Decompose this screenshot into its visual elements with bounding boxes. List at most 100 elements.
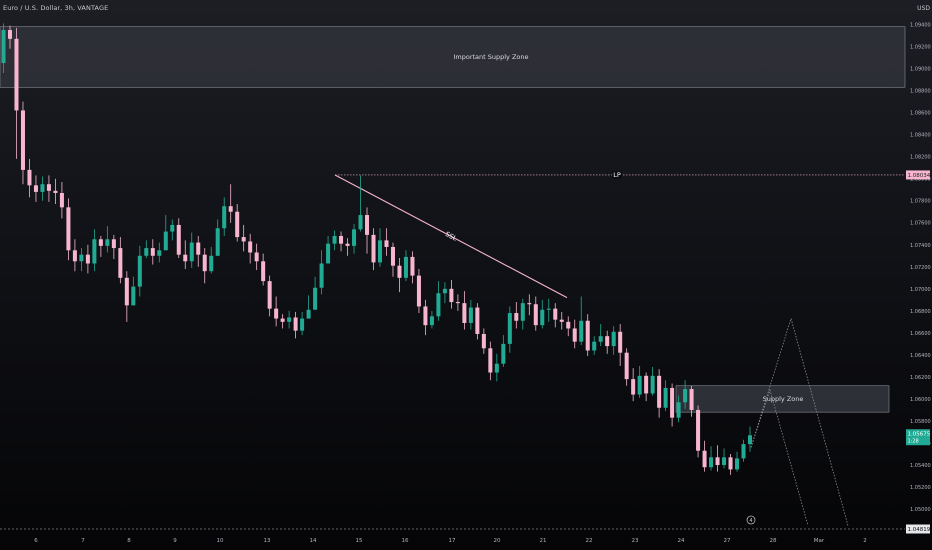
candle-body[interactable] (189, 242, 194, 262)
event-marker[interactable]: 4 (746, 515, 756, 525)
candle-body[interactable] (176, 224, 181, 255)
candle-body[interactable] (59, 193, 64, 208)
candle-body[interactable] (235, 211, 240, 238)
candle-body[interactable] (46, 184, 51, 191)
candle-body[interactable] (332, 235, 337, 244)
candle-body[interactable] (702, 450, 707, 468)
candle-body[interactable] (27, 169, 32, 186)
candle-body[interactable] (222, 206, 227, 229)
candle-body[interactable] (683, 389, 688, 403)
important-supply-zone[interactable] (0, 26, 906, 88)
candle-body[interactable] (559, 319, 564, 322)
candle-body[interactable] (598, 336, 603, 342)
candle-body[interactable] (98, 239, 103, 246)
candle-body[interactable] (319, 263, 324, 288)
candle-body[interactable] (261, 261, 266, 282)
candle-body[interactable] (449, 288, 454, 303)
candle-body[interactable] (696, 409, 701, 451)
candle-body[interactable] (728, 457, 733, 470)
candle-body[interactable] (274, 308, 279, 319)
candle-body[interactable] (241, 237, 246, 242)
candle-body[interactable] (423, 306, 428, 326)
candle-body[interactable] (85, 254, 90, 264)
candle-body[interactable] (137, 255, 142, 287)
candle-body[interactable] (254, 252, 259, 262)
candle-body[interactable] (579, 320, 584, 342)
candle-body[interactable] (157, 250, 162, 256)
candle-body[interactable] (520, 303, 525, 321)
candle-body[interactable] (345, 243, 350, 246)
candle-body[interactable] (455, 302, 460, 304)
candle-body[interactable] (170, 224, 175, 232)
candle-body[interactable] (436, 293, 441, 317)
candle-body[interactable] (715, 457, 720, 466)
candle-body[interactable] (735, 458, 740, 470)
candle-body[interactable] (494, 363, 499, 373)
candle-body[interactable] (365, 215, 370, 235)
candle-body[interactable] (572, 328, 577, 342)
candle-body[interactable] (358, 215, 363, 230)
candle-body[interactable] (650, 375, 655, 394)
candle-body[interactable] (287, 317, 292, 322)
candle-body[interactable] (429, 316, 434, 326)
candle-body[interactable] (481, 333, 486, 349)
candle-body[interactable] (183, 254, 188, 262)
candle-body[interactable] (163, 231, 168, 251)
candle-body[interactable] (592, 341, 597, 351)
candle-body[interactable] (553, 308, 558, 320)
candle-body[interactable] (66, 207, 71, 251)
candle-body[interactable] (468, 307, 473, 323)
candle-body[interactable] (397, 265, 402, 278)
candle-body[interactable] (7, 30, 13, 39)
candle-body[interactable] (352, 229, 357, 246)
candle-body[interactable] (657, 375, 662, 408)
candle-body[interactable] (202, 254, 207, 272)
supply-zone[interactable] (675, 385, 890, 413)
candle-body[interactable] (585, 320, 590, 351)
candle-body[interactable] (300, 318, 305, 331)
candle-body[interactable] (144, 248, 149, 256)
candle-body[interactable] (377, 240, 383, 263)
candle-body[interactable] (631, 379, 636, 395)
candle-body[interactable] (306, 309, 311, 319)
candle-body[interactable] (209, 255, 214, 272)
candle-body[interactable] (267, 281, 272, 309)
projection-path-1[interactable] (750, 388, 809, 526)
candle-body[interactable] (416, 275, 421, 307)
candle-body[interactable] (339, 235, 344, 244)
candle-body[interactable] (605, 336, 610, 347)
candle-body[interactable] (150, 248, 155, 256)
candle-body[interactable] (390, 246, 395, 266)
candle-body[interactable] (403, 256, 408, 278)
candle-body[interactable] (501, 343, 506, 364)
candle-body[interactable] (92, 239, 97, 264)
candle-body[interactable] (14, 38, 19, 111)
candle-body[interactable] (637, 375, 642, 395)
candle-body[interactable] (462, 303, 467, 323)
candle-body[interactable] (624, 352, 629, 380)
candle-body[interactable] (670, 387, 675, 418)
candle-body[interactable] (280, 318, 285, 322)
candle-body[interactable] (215, 228, 220, 256)
candle-body[interactable] (124, 277, 129, 306)
candle-body[interactable] (53, 190, 58, 194)
candle-body[interactable] (618, 331, 623, 353)
candle-body[interactable] (118, 248, 123, 278)
candle-body[interactable] (540, 309, 545, 326)
candle-body[interactable] (248, 241, 253, 253)
candle-body[interactable] (533, 304, 538, 326)
candle-body[interactable] (196, 242, 201, 255)
candle-body[interactable] (566, 321, 571, 329)
candle-body[interactable] (741, 444, 746, 459)
candle-body[interactable] (689, 389, 694, 410)
candle-body[interactable] (371, 234, 376, 263)
candle-body[interactable] (507, 313, 512, 344)
candle-body[interactable] (79, 254, 84, 262)
candle-body[interactable] (514, 313, 519, 321)
candle-body[interactable] (527, 303, 532, 305)
candle-body[interactable] (40, 184, 45, 192)
candle-body[interactable] (72, 250, 77, 262)
candle-body[interactable] (293, 317, 298, 331)
candle-body[interactable] (475, 307, 480, 334)
